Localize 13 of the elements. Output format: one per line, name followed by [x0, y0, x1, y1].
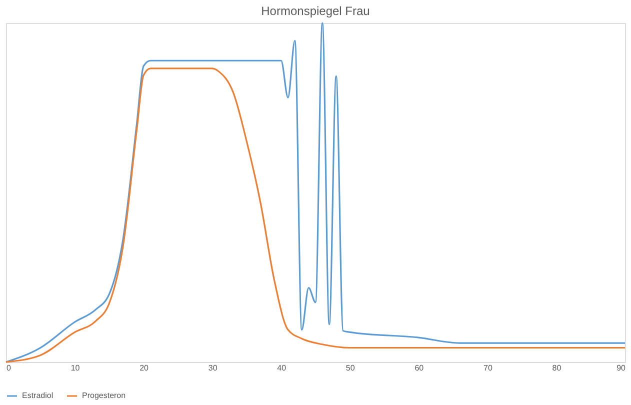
x-tick-label: 50 — [346, 364, 356, 372]
x-tick-label: 60 — [414, 364, 424, 372]
x-tick-label: 90 — [616, 364, 626, 372]
x-tick-label: 40 — [277, 364, 287, 372]
x-tick-label: 0 — [6, 364, 12, 372]
x-tick-label: 10 — [70, 364, 80, 372]
x-tick-label: 80 — [552, 364, 562, 372]
x-tick-label: 70 — [483, 364, 493, 372]
legend-label: Estradiol — [22, 391, 54, 400]
x-tick-label: 30 — [208, 364, 218, 372]
x-tick-label: 20 — [140, 364, 150, 372]
legend-label: Progesteron — [82, 391, 126, 400]
chart-title: Hormonspiegel Frau — [261, 4, 370, 18]
